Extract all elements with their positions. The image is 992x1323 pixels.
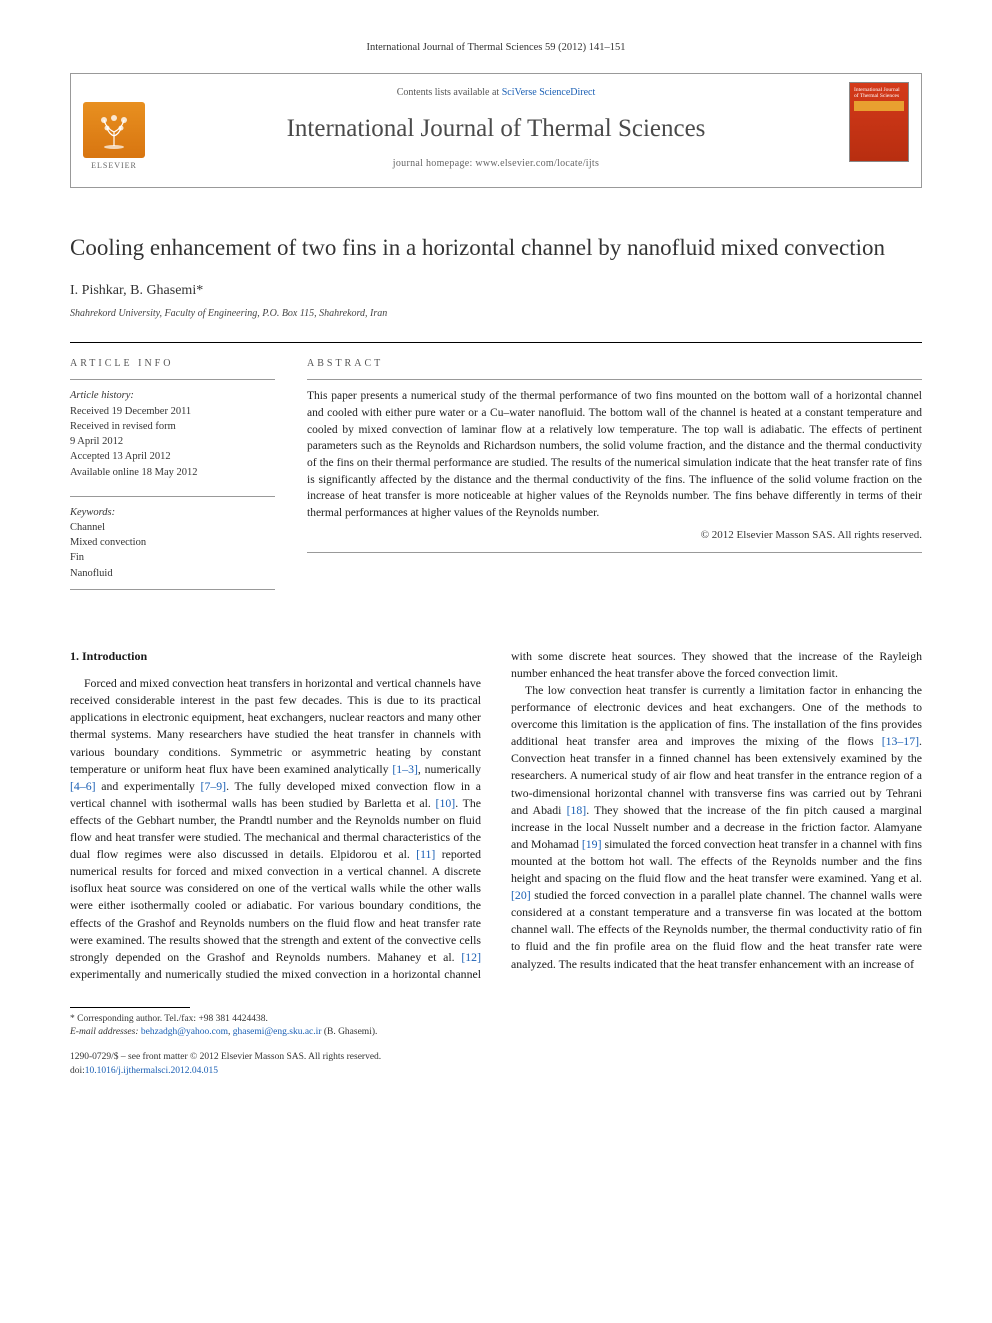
ref-link-13-17[interactable]: [13–17]	[882, 734, 919, 748]
keywords-block: Keywords: Channel Mixed convection Fin N…	[70, 505, 275, 581]
contents-available-line: Contents lists available at SciVerse Sci…	[87, 86, 905, 101]
abstract-label: ABSTRACT	[307, 357, 922, 372]
abstract-divider-top	[307, 379, 922, 380]
article-info-column: ARTICLE INFO Article history: Received 1…	[70, 357, 275, 598]
ref-link-10[interactable]: [10]	[436, 796, 456, 810]
top-divider	[70, 342, 922, 343]
abstract-text: This paper presents a numerical study of…	[307, 388, 922, 521]
article-info-label: ARTICLE INFO	[70, 357, 275, 372]
email-link-2[interactable]: ghasemi@eng.sku.ac.ir	[233, 1027, 322, 1037]
ref-link-12[interactable]: [12]	[461, 950, 481, 964]
info-abstract-row: ARTICLE INFO Article history: Received 1…	[70, 357, 922, 598]
page-footer: * Corresponding author. Tel./fax: +98 38…	[70, 1007, 922, 1078]
elsevier-label: ELSEVIER	[83, 160, 145, 172]
issn-line: 1290-0729/$ – see front matter © 2012 El…	[70, 1051, 922, 1064]
ref-link-1-3[interactable]: [1–3]	[392, 762, 418, 776]
body-paragraph-2: The low convection heat transfer is curr…	[511, 682, 922, 973]
elsevier-logo: ELSEVIER	[83, 102, 145, 174]
ref-link-18[interactable]: [18]	[567, 803, 587, 817]
email-line: E-mail addresses: behzadgh@yahoo.com, gh…	[70, 1026, 922, 1039]
ref-link-7-9[interactable]: [7–9]	[201, 779, 227, 793]
info-divider-3	[70, 589, 275, 590]
abstract-divider-bottom	[307, 552, 922, 553]
doi-link[interactable]: 10.1016/j.ijthermalsci.2012.04.015	[85, 1066, 218, 1076]
abstract-column: ABSTRACT This paper presents a numerical…	[307, 357, 922, 598]
body-text-columns: 1. Introduction Forced and mixed convect…	[70, 648, 922, 983]
footnote-rule	[70, 1007, 190, 1008]
email-link-1[interactable]: behzadgh@yahoo.com	[141, 1027, 228, 1037]
ref-link-19[interactable]: [19]	[582, 837, 602, 851]
journal-header-box: ELSEVIER International Journal of Therma…	[70, 73, 922, 188]
journal-homepage-line: journal homepage: www.elsevier.com/locat…	[87, 157, 905, 172]
info-divider-1	[70, 379, 275, 380]
doi-line: doi:10.1016/j.ijthermalsci.2012.04.015	[70, 1065, 922, 1078]
corresponding-author-line: * Corresponding author. Tel./fax: +98 38…	[70, 1013, 922, 1026]
ref-link-4-6[interactable]: [4–6]	[70, 779, 96, 793]
elsevier-tree-icon	[92, 108, 136, 152]
ref-link-20[interactable]: [20]	[511, 888, 531, 902]
authors-line: I. Pishkar, B. Ghasemi*	[70, 281, 922, 301]
journal-title: International Journal of Thermal Science…	[287, 111, 706, 147]
article-history: Article history: Received 19 December 20…	[70, 388, 275, 479]
ref-link-11[interactable]: [11]	[416, 847, 435, 861]
citation-line: International Journal of Thermal Science…	[70, 40, 922, 55]
info-divider-2	[70, 496, 275, 497]
sciencedirect-link[interactable]: SciVerse ScienceDirect	[502, 87, 596, 98]
section-1-heading: 1. Introduction	[70, 648, 481, 665]
article-title: Cooling enhancement of two fins in a hor…	[70, 233, 922, 263]
affiliation-line: Shahrekord University, Faculty of Engine…	[70, 307, 922, 322]
journal-cover-thumb: International Journal of Thermal Science…	[849, 82, 909, 162]
copyright-line: © 2012 Elsevier Masson SAS. All rights r…	[307, 528, 922, 544]
